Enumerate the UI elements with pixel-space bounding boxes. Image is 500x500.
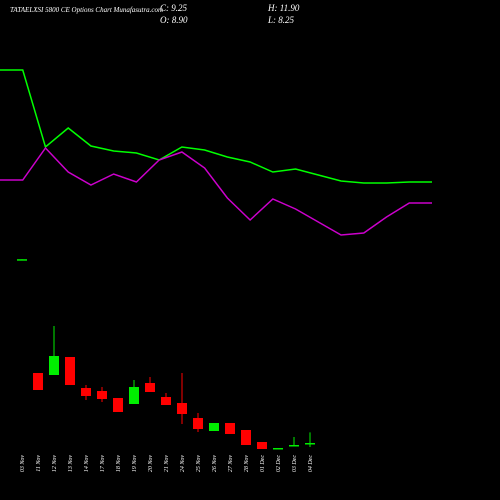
x-tick-label: 25 Nov [196,455,202,473]
line [0,69,432,184]
x-tick-label: 14 Nov [83,455,90,473]
x-tick-label: 24 Nov [179,455,186,473]
candle-body [177,403,187,414]
candle-body [33,373,43,390]
x-tick-label: 11 Nov [36,455,42,472]
x-tick-label: 03 Dec [292,455,298,472]
candle-body [257,442,267,449]
x-tick-label: 19 Nov [132,455,138,473]
candle-body [113,398,123,412]
candle-body [305,443,315,445]
x-tick-label: 02 Dec [276,455,282,472]
candle-body [289,445,299,447]
x-tick-label: 20 Nov [148,455,154,473]
candle-body [161,397,171,405]
open-label: O: 8.90 [160,15,188,25]
x-tick-label: 17 Nov [100,455,106,473]
chart-title: TATAELXSI 5800 CE Options Chart Munafasu… [10,6,163,14]
candle-body [17,259,27,261]
high-label: H: 11.90 [267,3,300,13]
x-tick-label: 18 Nov [116,455,122,473]
candle-body [49,356,59,375]
candle-body [145,383,155,392]
candle-body [81,388,91,396]
line [0,146,432,236]
x-tick-label: 27 Nov [228,455,234,473]
x-tick-label: 01 Dec [260,455,266,472]
x-tick-label: 12 Nov [52,455,58,473]
candle-body [241,430,251,445]
candle-body [225,423,235,434]
candle-body [193,418,203,429]
candle-body [209,423,219,431]
candle-body [65,357,75,385]
candle-body [97,391,107,399]
x-tick-label: 26 Nov [212,455,218,473]
x-tick-label: 21 Nov [164,455,170,473]
candle-body [129,387,139,404]
x-tick-label: 13 Nov [68,455,74,473]
candle-body [273,448,283,450]
x-tick-label: 03 Nov [20,455,26,473]
x-tick-label: 04 Dec [307,455,314,472]
x-tick-label: 28 Nov [244,455,250,473]
low-label: L: 8.25 [267,15,295,25]
close-label: C: 9.25 [160,3,188,13]
